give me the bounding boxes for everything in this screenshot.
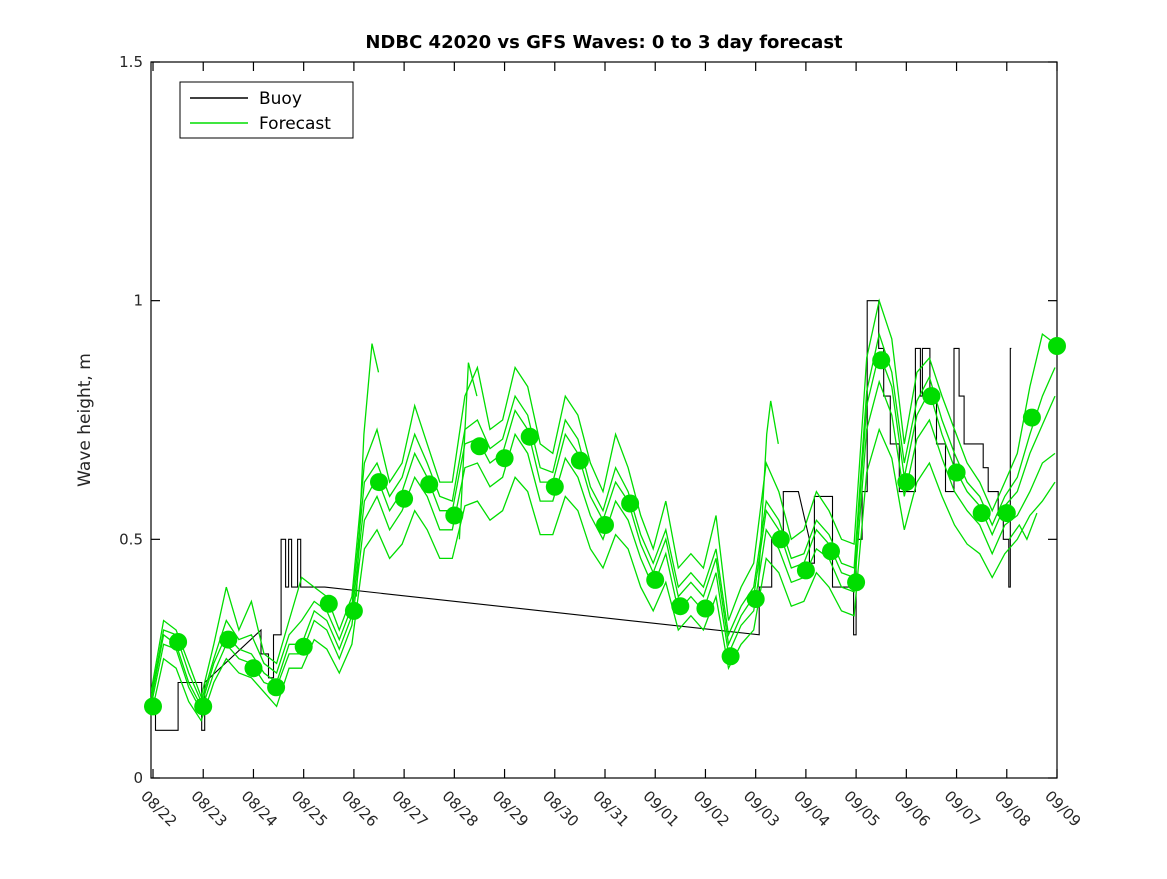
forecast-marker <box>445 506 464 525</box>
forecast-marker <box>872 351 891 370</box>
x-tick-label: 09/08 <box>991 787 1034 830</box>
forecast-marker <box>144 697 162 716</box>
forecast-line-segment <box>757 400 779 588</box>
forecast-marker <box>796 561 815 580</box>
legend-forecast-label: Forecast <box>259 114 331 134</box>
forecast-marker <box>922 387 941 406</box>
plot-border <box>150 61 1058 779</box>
forecast-marker <box>771 530 790 549</box>
y-axis-label: Wave height, m <box>75 353 95 487</box>
forecast-line-segment <box>355 343 380 597</box>
x-tick-label: 08/22 <box>137 787 180 830</box>
forecast-marker <box>822 542 840 561</box>
x-tick-label: 08/28 <box>439 787 482 830</box>
forecast-marker <box>267 678 286 697</box>
forecast-marker <box>219 630 238 649</box>
y-tick-label: 1.5 <box>119 53 143 71</box>
forecast-marker <box>570 451 589 470</box>
y-axis-tick-labels: 0 0.5 1 1.5 <box>119 53 143 787</box>
x-tick-label: 09/04 <box>790 787 833 830</box>
forecast-marker <box>1022 408 1041 427</box>
forecast-marker <box>370 473 388 492</box>
legend-buoy-label: Buoy <box>259 89 302 109</box>
forecast-marker <box>194 697 213 716</box>
forecast-marker <box>847 573 866 592</box>
legend-border <box>179 81 354 139</box>
forecast-marker <box>244 659 263 678</box>
forecast-marker <box>395 489 414 508</box>
forecast-marker <box>169 633 188 651</box>
chart-series <box>144 298 1066 731</box>
forecast-line <box>151 298 1056 700</box>
forecast-marker <box>420 475 439 494</box>
forecast-line <box>151 427 1056 723</box>
forecast-marker <box>947 463 966 482</box>
forecast-marker <box>746 590 765 608</box>
forecast-marker <box>344 601 363 620</box>
x-tick-label: 09/05 <box>840 787 883 830</box>
forecast-marker <box>470 437 489 456</box>
forecast-line-segment <box>1008 512 1038 541</box>
forecast-line-segment <box>458 362 478 540</box>
x-tick-label: 09/06 <box>891 787 934 830</box>
forecast-marker <box>596 516 614 534</box>
x-tick-label: 09/03 <box>740 787 783 830</box>
forecast-marker <box>721 647 740 666</box>
y-tick-label: 1 <box>133 292 143 310</box>
y-tick-label: 0 <box>133 769 143 787</box>
x-tick-label: 09/02 <box>690 787 733 830</box>
forecast-marker <box>495 449 514 468</box>
axis-ticks <box>151 61 1058 779</box>
x-tick-label: 08/27 <box>388 787 431 830</box>
y-tick-label: 0.5 <box>119 530 143 548</box>
x-tick-label: 09/09 <box>1041 787 1084 830</box>
x-tick-label: 08/26 <box>338 787 381 830</box>
forecast-marker <box>520 427 539 446</box>
forecast-marker <box>1048 337 1066 355</box>
forecast-marker <box>545 477 564 496</box>
forecast-marker <box>621 494 640 513</box>
x-tick-label: 08/25 <box>288 787 331 830</box>
x-tick-label: 09/01 <box>639 787 682 830</box>
forecast-line <box>151 331 1056 704</box>
x-tick-label: 08/23 <box>187 787 230 830</box>
forecast-marker <box>646 570 665 589</box>
x-tick-label: 08/29 <box>489 787 532 830</box>
x-tick-label: 09/07 <box>941 787 984 830</box>
chart-title: NDBC 42020 vs GFS Waves: 0 to 3 day fore… <box>365 32 843 53</box>
x-tick-label: 08/30 <box>539 787 582 830</box>
x-tick-label: 08/24 <box>238 787 281 830</box>
forecast-marker <box>972 504 991 523</box>
forecast-marker <box>997 504 1016 523</box>
x-axis-tick-labels: 08/22 08/23 08/24 08/25 08/26 08/27 08/28 08/29… <box>137 787 1084 830</box>
x-tick-label: 08/31 <box>589 787 632 830</box>
forecast-line <box>151 379 1056 713</box>
forecast-marker <box>696 599 715 618</box>
forecast-marker <box>319 594 338 613</box>
forecast-marker <box>897 473 916 492</box>
forecast-marker <box>671 597 690 616</box>
legend-box: Buoy Forecast <box>179 81 354 139</box>
buoy-line <box>151 300 1012 731</box>
forecast-marker <box>294 637 313 656</box>
